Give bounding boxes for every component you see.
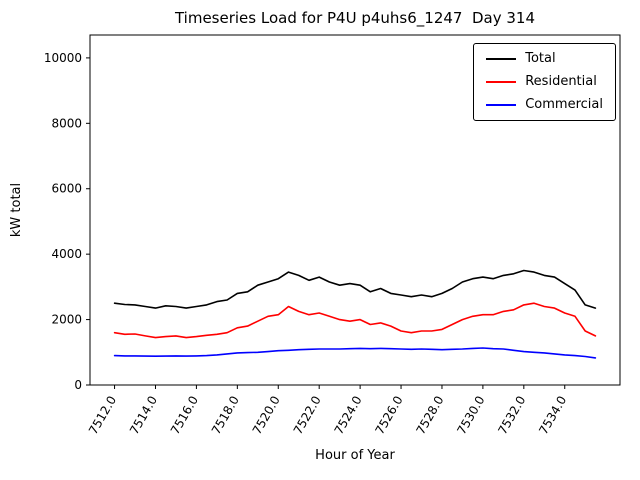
x-tick-label: 7524.0 <box>332 394 365 437</box>
y-tick-label: 4000 <box>51 247 82 261</box>
legend-line-residential-icon <box>486 81 517 83</box>
x-tick-label: 7526.0 <box>373 394 406 437</box>
x-tick-label: 7512.0 <box>86 394 119 437</box>
x-tick-label: 7520.0 <box>250 394 283 437</box>
x-axis-label: Hour of Year <box>315 448 395 463</box>
legend-label-total: Total <box>525 51 556 66</box>
series-residential-line <box>113 302 597 339</box>
y-tick-label: 6000 <box>51 182 82 196</box>
y-tick-label: 2000 <box>51 313 82 327</box>
x-tick-label: 7516.0 <box>168 394 201 437</box>
y-tick-label: 10000 <box>44 51 82 65</box>
legend-line-commercial-icon <box>486 104 517 106</box>
x-tick-label: 7532.0 <box>495 394 528 437</box>
x-tick-label: 7530.0 <box>454 394 487 437</box>
x-tick-label: 7518.0 <box>209 394 242 437</box>
x-tick-label: 7514.0 <box>127 394 160 437</box>
x-tick-label: 7528.0 <box>413 394 446 437</box>
legend-line-total-icon <box>486 58 517 60</box>
legend-entry-commercial: Commercial <box>486 98 603 112</box>
series-total-line <box>113 269 597 309</box>
y-tick-label: 0 <box>74 378 82 392</box>
y-axis-label: kW total <box>9 182 24 238</box>
legend-label-residential: Residential <box>525 74 597 89</box>
y-tick-label: 8000 <box>51 116 82 130</box>
legend-label-commercial: Commercial <box>525 97 603 112</box>
legend: Total Residential Commercial <box>473 43 616 121</box>
x-tick-label: 7534.0 <box>536 394 569 437</box>
legend-entry-total: Total <box>486 52 603 66</box>
legend-entry-residential: Residential <box>486 75 603 89</box>
series-commercial-line <box>113 347 597 359</box>
x-tick-label: 7522.0 <box>291 394 324 437</box>
chart-title: Timeseries Load for P4U p4uhs6_1247 Day … <box>174 9 536 27</box>
